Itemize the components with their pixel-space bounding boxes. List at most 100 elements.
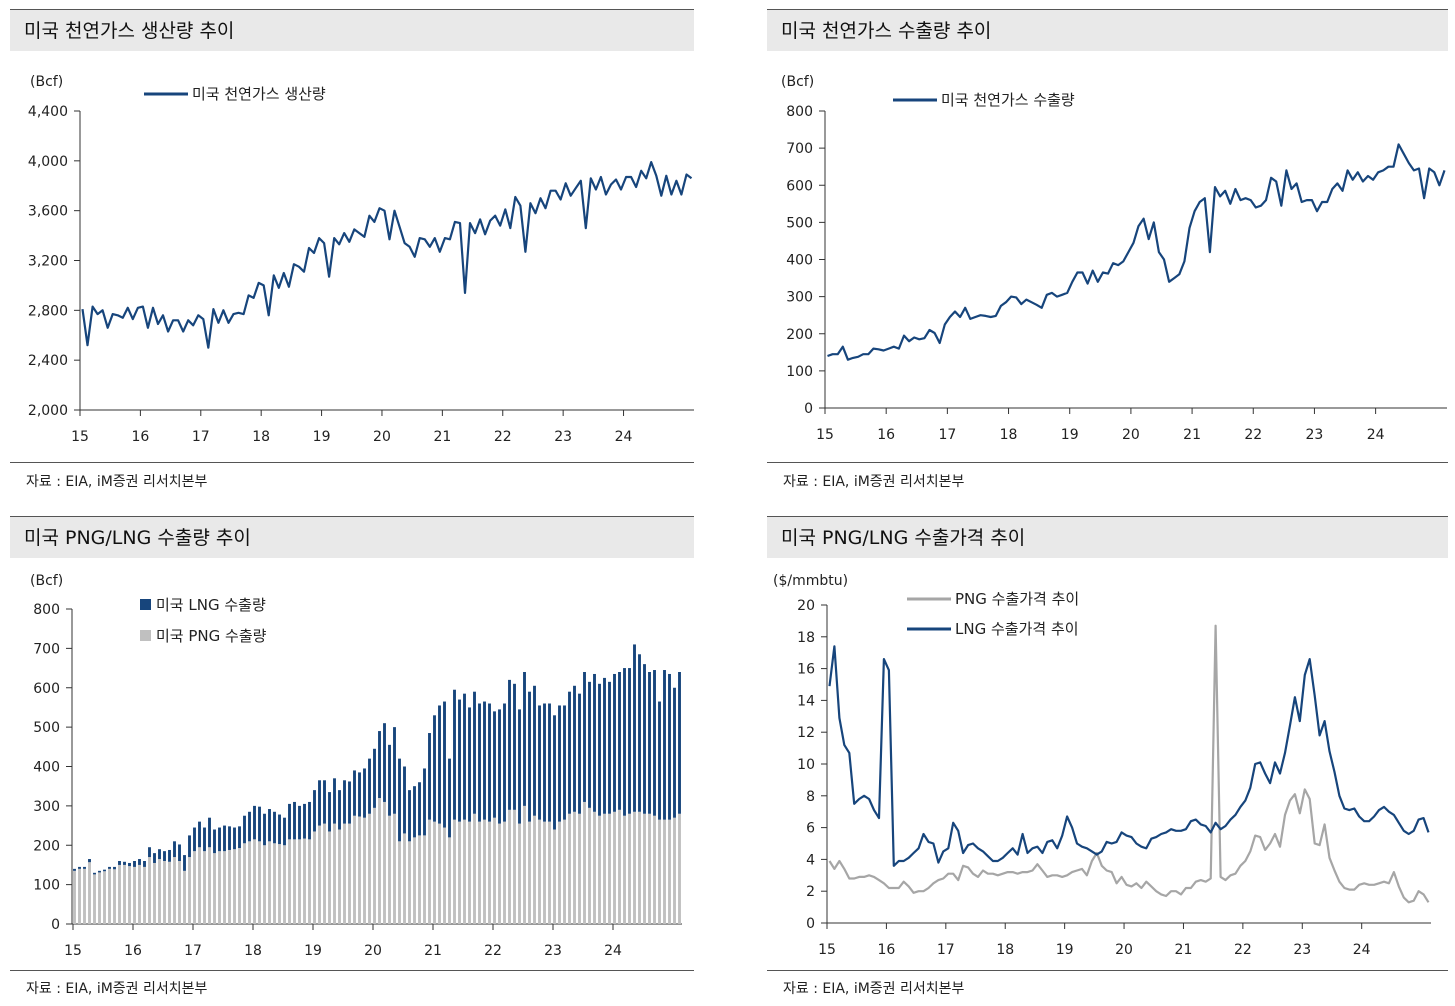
bar-png [203,851,206,924]
bar-lng [253,805,256,840]
bar-lng [463,693,466,820]
x-tick-label: 20 [364,943,382,959]
bar-png [78,868,81,924]
bar-lng [558,705,561,822]
bar-png [603,813,606,924]
x-tick-label: 24 [1367,427,1385,443]
bar-lng [98,870,101,873]
x-tick-label: 19 [1056,942,1074,958]
bar-lng [238,826,241,849]
bar-png [663,819,666,924]
bar-lng [503,703,506,822]
bar-lng [323,780,326,824]
bar-png [428,819,431,924]
y-tick-label: 12 [797,725,815,741]
bar-png [598,815,601,924]
bar-png [548,821,551,924]
bar-lng [233,827,236,850]
bar-png [513,809,516,924]
legend-label: PNG 수출가격 추이 [955,590,1079,608]
y-tick-label: 4,400 [28,104,68,120]
bar-png [583,801,586,924]
bar-lng [213,829,216,854]
bar-png [178,861,181,924]
bar-png [148,857,151,924]
bar-lng [468,707,471,822]
x-tick-label: 15 [818,942,836,958]
bar-png [93,874,96,924]
y-tick-label: 10 [797,757,815,773]
bar-png [468,821,471,924]
x-tick-label: 19 [1061,427,1079,443]
bar-png [498,823,501,924]
bar-png [133,866,136,924]
x-tick-label: 18 [1000,427,1018,443]
bar-lng [113,866,116,870]
bar-lng [343,780,346,824]
bar-lng [673,687,676,818]
bar-png [623,815,626,924]
divider [767,462,1448,463]
bar-png [448,837,451,924]
divider [10,462,694,463]
bar-lng [598,683,601,816]
bar-lng [513,683,516,810]
bar-lng [633,644,636,812]
bar-png [518,823,521,924]
bar-lng [638,654,641,812]
bar-png [258,841,261,924]
bar-lng [108,866,111,869]
bar-png [223,851,226,924]
bar-png [643,813,646,924]
bar-lng [493,711,496,818]
bar-png [233,849,236,924]
x-tick-label: 19 [304,943,322,959]
y-tick-label: 200 [33,838,60,854]
bar-lng [668,673,671,820]
bar-lng [208,817,211,848]
bar-lng [78,866,81,869]
bar-png [413,837,416,924]
bar-png [408,841,411,924]
bar-png [168,861,171,924]
bar-lng [418,782,421,836]
y-tick-label: 300 [33,799,60,815]
y-tick-label: 0 [804,401,813,417]
bar-png [378,798,381,924]
bar-png [398,841,401,924]
x-tick-label: 15 [71,429,89,445]
bar-png [678,813,681,924]
bar-lng [358,772,361,817]
bar-lng [488,703,491,822]
bar-lng [543,703,546,822]
bar-lng [478,703,481,822]
x-tick-label: 20 [1115,942,1133,958]
x-tick-label: 23 [554,429,572,445]
x-tick-label: 19 [313,429,331,445]
panel-png-lng-price: 미국 PNG/LNG 수출가격 추이 ($/mmbtu) 0 2 4 6 8 10 12 14 1… [767,516,1448,1004]
x-tick-label: 24 [1353,942,1371,958]
bar-lng [643,664,646,814]
bar-lng [438,705,441,824]
series-line [827,143,1446,361]
bar-lng [93,872,96,875]
bar-png [668,819,671,924]
panel-title: 미국 천연가스 생산량 추이 [10,9,694,51]
y-tick-label: 600 [33,681,60,697]
bar-lng [308,801,311,840]
y-tick-label: 4 [806,852,815,868]
bar-lng [568,691,571,814]
x-tick-label: 21 [1175,942,1193,958]
bar-png [213,853,216,924]
bar-png [298,839,301,924]
bar-png [153,862,156,924]
y-unit-label: (Bcf) [30,74,63,90]
source-note: 자료 : EIA, iM증권 리서치본부 [26,474,208,490]
bar-png [343,823,346,924]
x-tick-label: 17 [184,943,202,959]
bar-png [143,866,146,924]
y-tick-label: 18 [797,630,815,646]
bar-lng [663,670,666,820]
bar-lng [428,733,431,820]
x-tick-label: 16 [131,429,149,445]
